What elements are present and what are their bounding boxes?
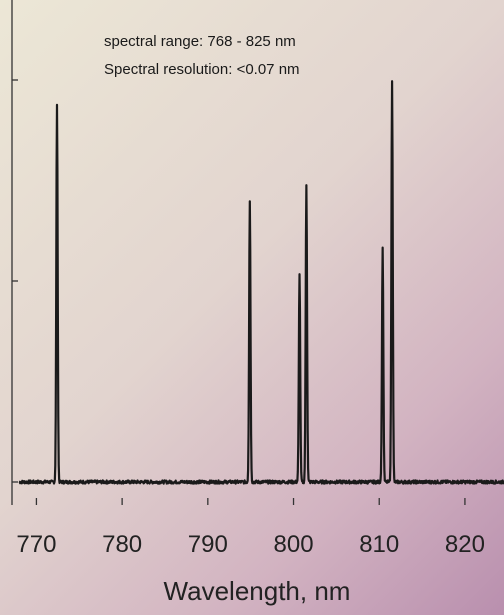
x-axis-title: Wavelength, nm: [164, 576, 351, 606]
x-tick-label-800: 800: [274, 531, 314, 558]
y-axis-ticks: [12, 79, 18, 483]
x-tick-label-810: 810: [359, 531, 399, 558]
x-axis-tick-labels: 770 780 790 800 810 820: [16, 531, 485, 558]
x-tick-label-780: 780: [102, 531, 142, 558]
x-tick-label-820: 820: [445, 531, 485, 558]
annotation-spectral-resolution: Spectral resolution: <0.07 nm: [104, 61, 300, 78]
spectrum-series-line: [18, 80, 504, 485]
x-axis-ticks: [35, 498, 466, 505]
x-tick-label-770: 770: [16, 531, 56, 558]
annotation-spectral-range: spectral range: 768 - 825 nm: [104, 33, 296, 50]
x-tick-label-790: 790: [188, 531, 228, 558]
